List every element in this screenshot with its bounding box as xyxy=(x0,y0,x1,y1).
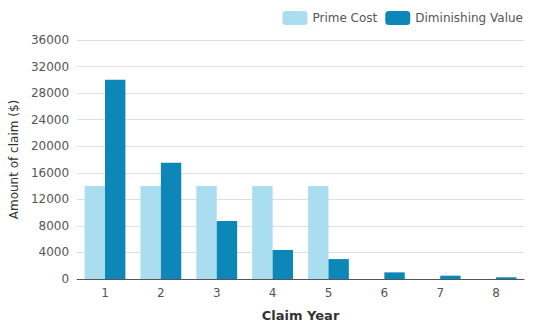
svg-text:28000: 28000 xyxy=(31,86,69,100)
svg-text:4000: 4000 xyxy=(39,245,70,259)
svg-text:5: 5 xyxy=(325,286,333,300)
svg-text:20000: 20000 xyxy=(31,139,69,153)
svg-text:Prime Cost: Prime Cost xyxy=(312,11,377,25)
svg-text:32000: 32000 xyxy=(31,60,69,74)
svg-text:3: 3 xyxy=(213,286,221,300)
svg-text:7: 7 xyxy=(436,286,444,300)
svg-text:0: 0 xyxy=(61,272,69,286)
svg-text:Diminishing Value: Diminishing Value xyxy=(415,11,523,25)
svg-text:16000: 16000 xyxy=(31,166,69,180)
svg-text:24000: 24000 xyxy=(31,113,69,127)
svg-text:4: 4 xyxy=(269,286,277,300)
svg-text:6: 6 xyxy=(381,286,389,300)
svg-text:36000: 36000 xyxy=(31,33,69,47)
svg-text:1: 1 xyxy=(101,286,109,300)
svg-text:12000: 12000 xyxy=(31,192,69,206)
svg-text:2: 2 xyxy=(157,286,165,300)
svg-text:8: 8 xyxy=(492,286,500,300)
svg-text:Amount of claim ($): Amount of claim ($) xyxy=(7,100,21,219)
svg-text:8000: 8000 xyxy=(39,219,70,233)
svg-text:Claim Year: Claim Year xyxy=(262,308,340,323)
